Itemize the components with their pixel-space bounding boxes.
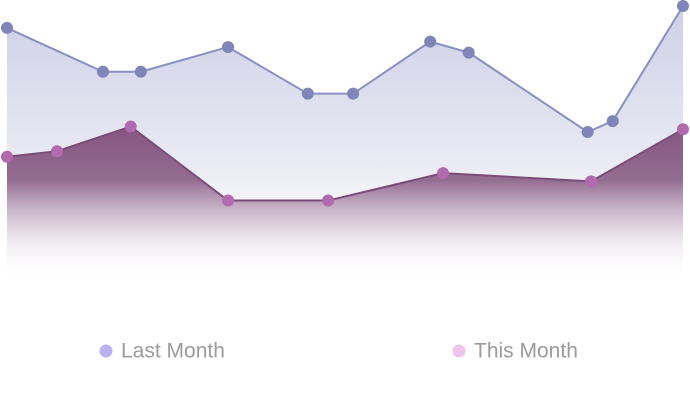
data-point <box>301 87 314 100</box>
data-point <box>677 123 689 136</box>
legend-marker <box>452 344 466 358</box>
legend-marker <box>99 344 113 358</box>
data-point <box>347 87 360 100</box>
data-point <box>581 126 594 139</box>
data-point <box>134 65 147 78</box>
data-point <box>437 167 450 180</box>
data-point <box>677 0 689 12</box>
data-point <box>424 35 437 48</box>
data-point <box>606 115 619 128</box>
area-line <box>6 125 684 202</box>
legend-label: Last Month <box>121 340 225 363</box>
data-point <box>96 65 109 78</box>
data-point <box>585 175 598 188</box>
data-point <box>322 194 335 207</box>
data-point <box>1 21 13 34</box>
data-point <box>1 150 13 163</box>
data-point <box>222 41 235 54</box>
data-point <box>124 120 137 133</box>
data-point <box>462 46 475 59</box>
data-point <box>51 145 64 158</box>
data-point <box>222 194 235 207</box>
area-fill <box>7 126 683 280</box>
legend-label: This Month <box>474 340 578 363</box>
